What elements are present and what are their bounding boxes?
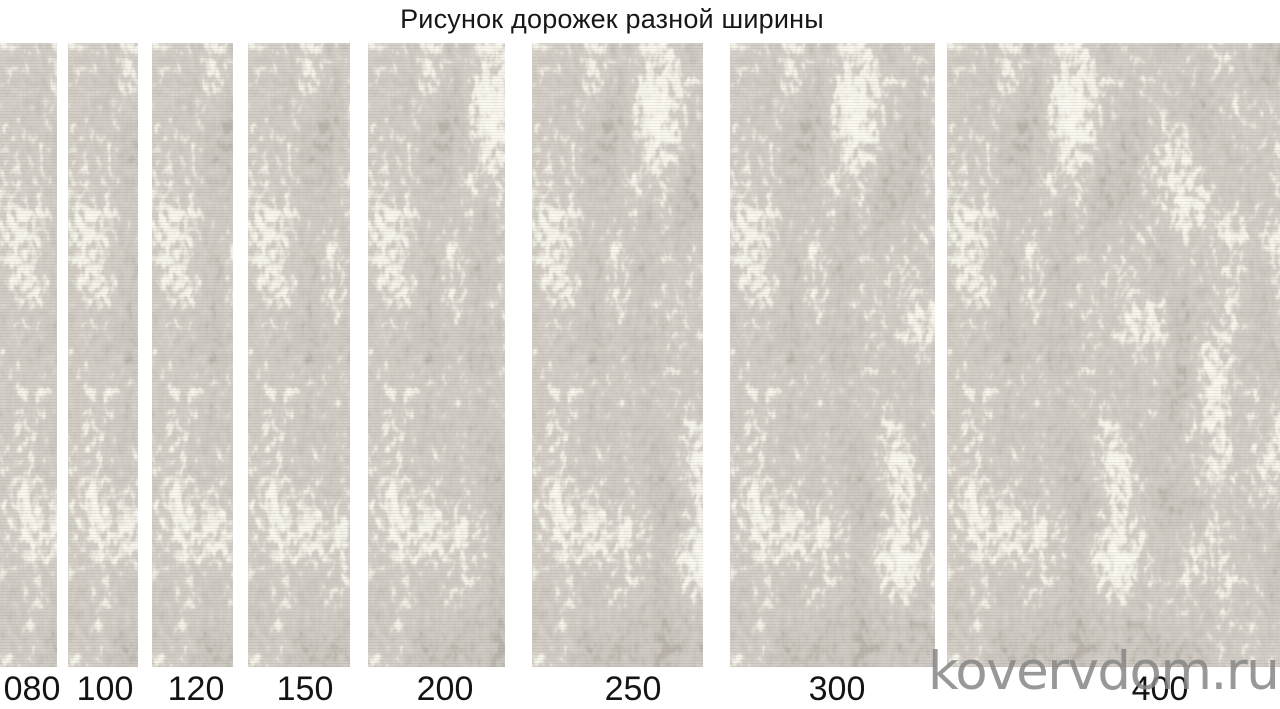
carpet-texture [730,43,935,667]
carpet-texture [947,43,1280,667]
width-label-200: 200 [416,670,474,708]
width-label-080: 080 [3,670,61,708]
width-label-120: 120 [167,670,225,708]
carpet-texture [532,43,703,667]
runner-strip-080 [0,43,57,667]
runner-strip-400 [947,43,1280,667]
carpet-texture [0,43,57,667]
width-label-100: 100 [76,670,134,708]
width-label-150: 150 [276,670,334,708]
carpet-texture [248,43,350,667]
runner-strip-100 [68,43,138,667]
watermark: kovervdom.ru [928,641,1280,702]
runner-strip-120 [152,43,233,667]
runner-strip-200 [368,43,505,667]
width-label-250: 250 [604,670,662,708]
carpet-texture [368,43,505,667]
page-title: Рисунок дорожек разной ширины [400,4,824,34]
carpet-texture [152,43,233,667]
width-label-400: 400 [1131,670,1189,708]
runner-strip-250 [532,43,703,667]
width-label-300: 300 [808,670,866,708]
runner-strip-300 [730,43,935,667]
runner-strip-150 [248,43,350,667]
carpet-texture [68,43,138,667]
